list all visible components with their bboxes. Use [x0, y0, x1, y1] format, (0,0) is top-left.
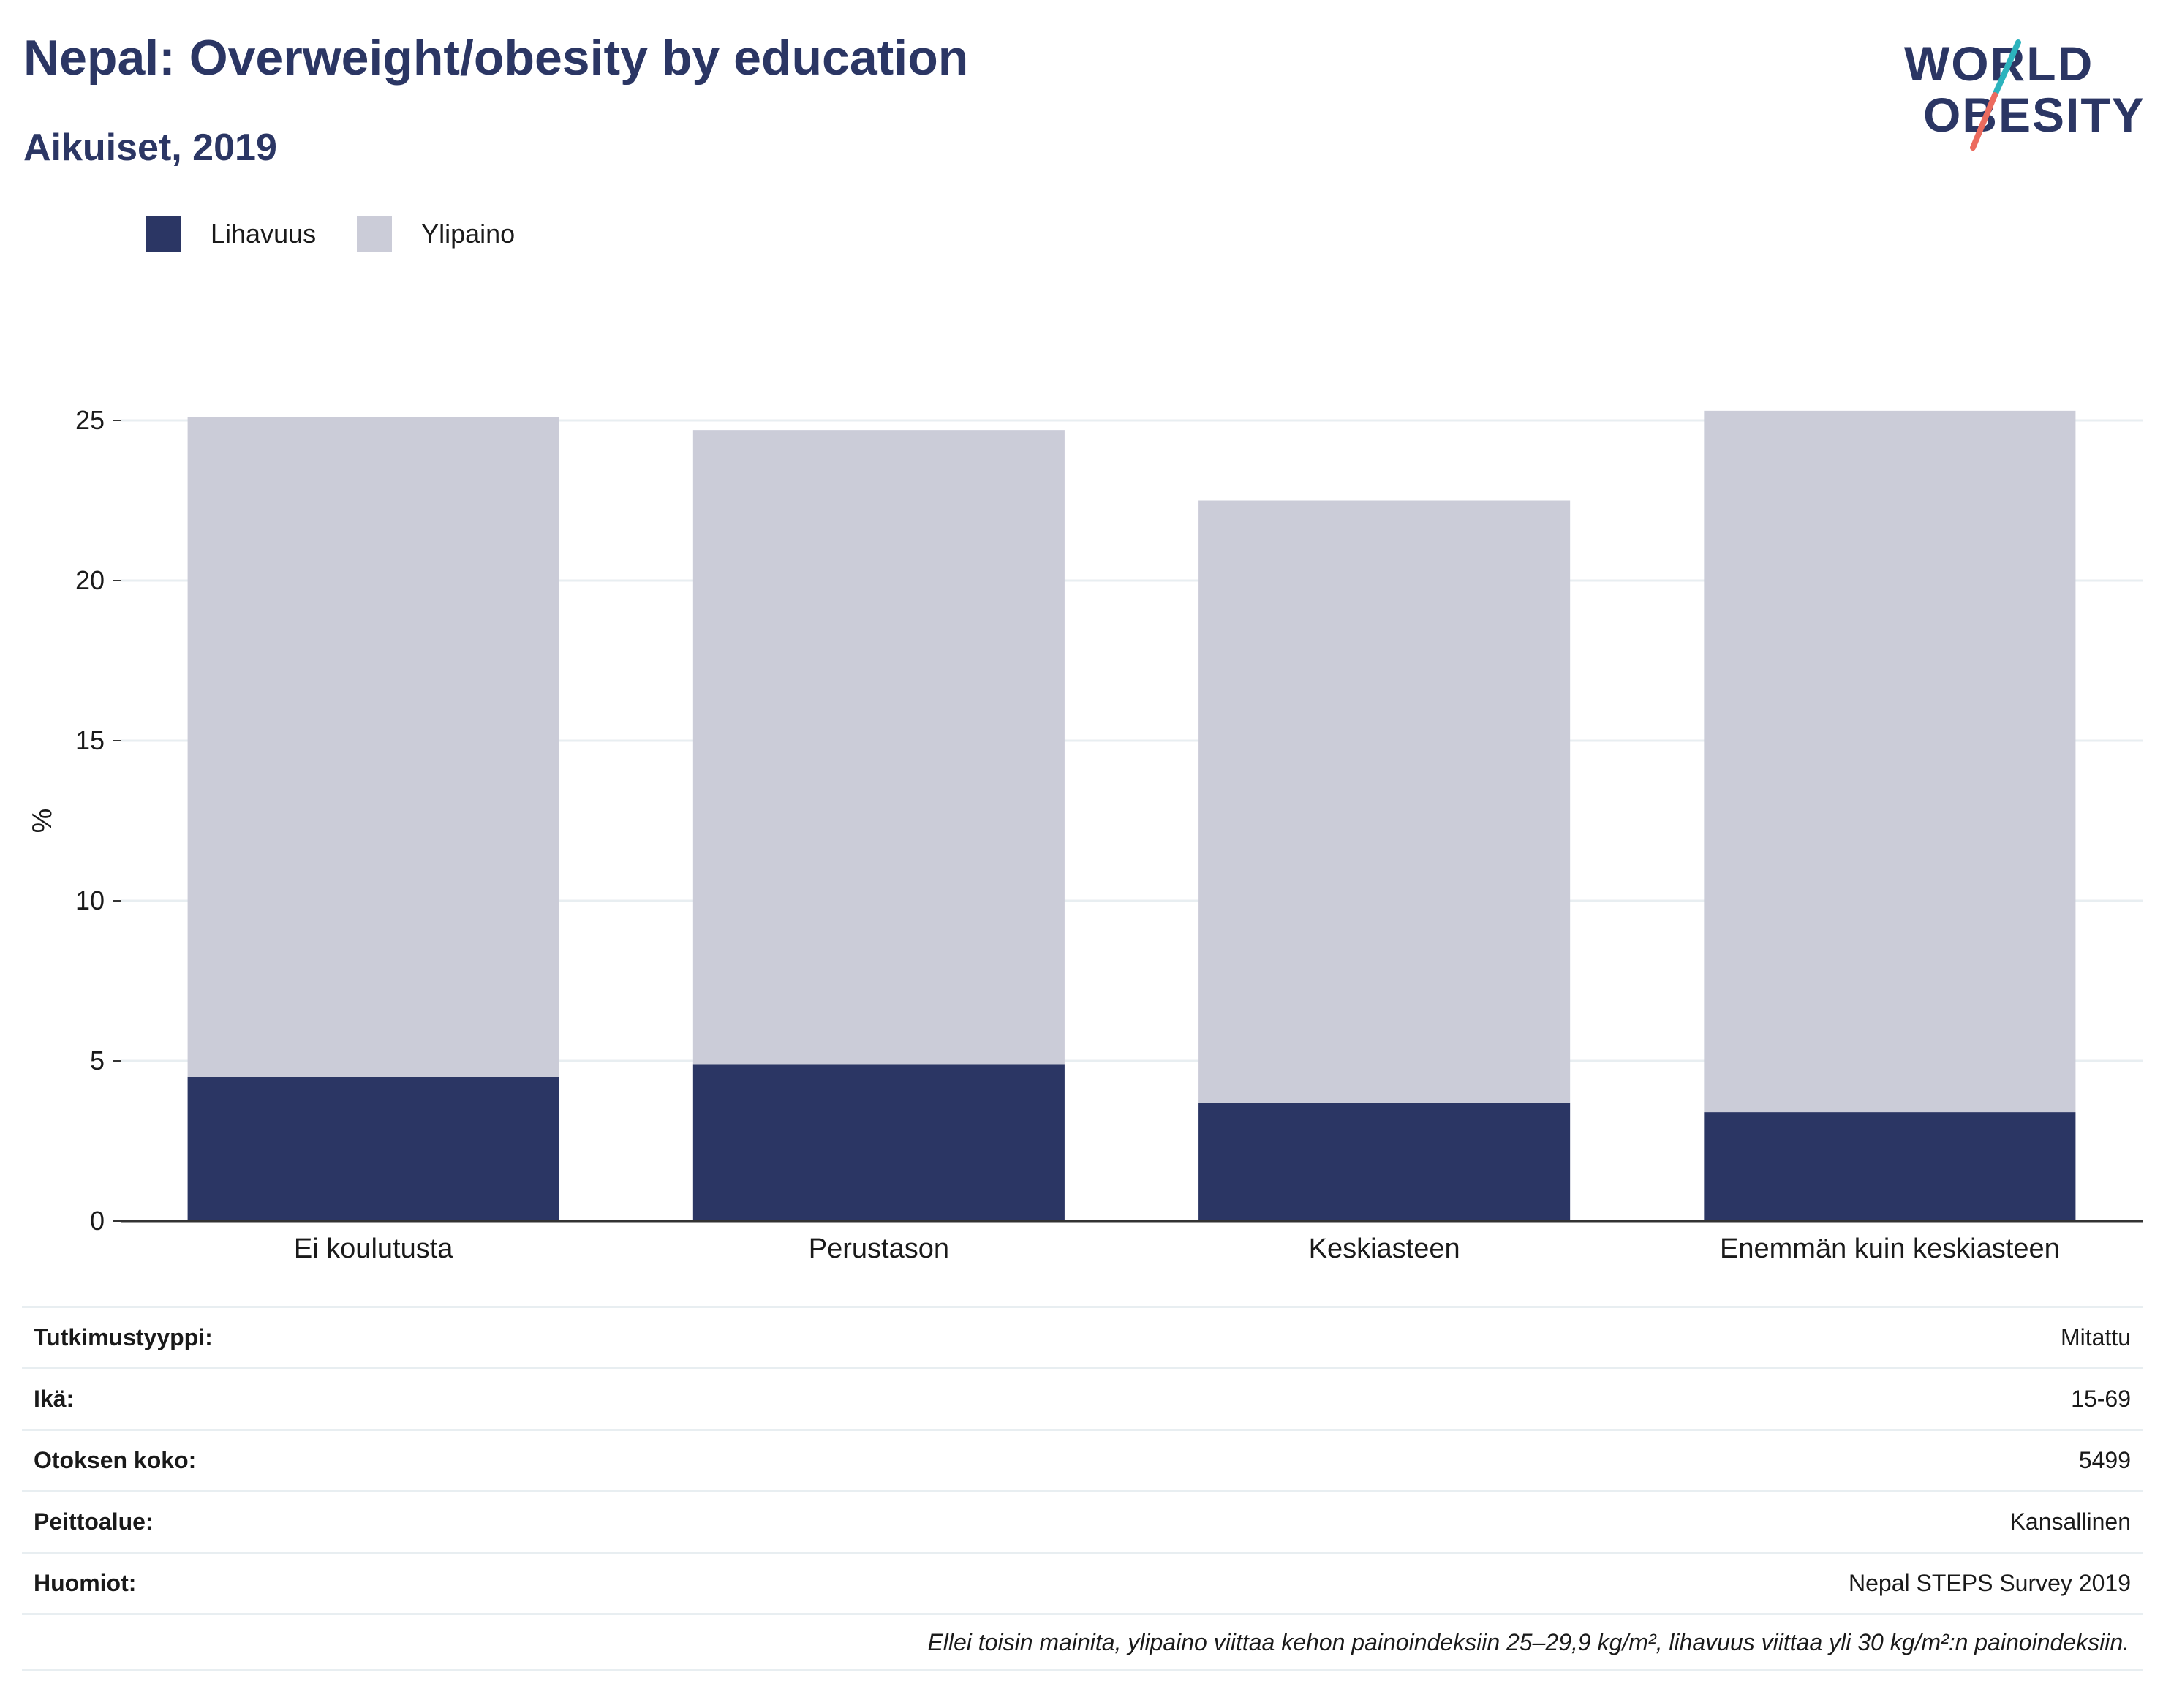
- bar-chart: 0 5 10 15 20 25% Ei koulutusta Perustason Keskia…: [27, 405, 2143, 1264]
- x-tick-label: Enemmän kuin keskiasteen: [1720, 1233, 2060, 1264]
- world-obesity-logo: WORLD OBESITY: [1904, 37, 2145, 151]
- legend-swatch-overweight: [357, 216, 393, 252]
- info-value: Nepal STEPS Survey 2019: [867, 1552, 2143, 1615]
- chart-subtitle: Aikuiset, 2019: [23, 126, 277, 169]
- info-label: Otoksen koko:: [22, 1429, 867, 1492]
- bar-overweight: [1704, 410, 2076, 1113]
- info-label: Huomiot:: [22, 1552, 867, 1615]
- legend-item-obesity[interactable]: Lihavuus: [146, 216, 316, 252]
- chart-title: Nepal: Overweight/obesity by education: [23, 30, 969, 86]
- y-tick-label: 5: [90, 1046, 105, 1076]
- y-axis-label: %: [27, 809, 58, 834]
- x-tick-label: Keskiasteen: [1309, 1233, 1460, 1264]
- x-tick-label: Perustason: [809, 1233, 949, 1264]
- info-value: 5499: [867, 1429, 2143, 1492]
- legend-label-obesity: Lihavuus: [211, 219, 317, 249]
- footnote-divider: [22, 1669, 2143, 1671]
- info-row: Otoksen koko: 5499: [22, 1429, 2143, 1492]
- y-tick-label: 15: [75, 725, 105, 755]
- legend: Lihavuus Ylipaino: [146, 216, 556, 252]
- legend-swatch-obesity: [146, 216, 181, 252]
- bar-obesity: [187, 1076, 559, 1221]
- info-value: 15-69: [867, 1367, 2143, 1430]
- survey-info-table: Tutkimustyyppi: Mitattu Ikä: 15-69 Otoks…: [22, 1306, 2143, 1615]
- info-value: Kansallinen: [867, 1490, 2143, 1553]
- y-tick-label: 10: [75, 885, 105, 915]
- info-row: Ikä: 15-69: [22, 1367, 2143, 1430]
- info-label: Tutkimustyyppi:: [22, 1306, 867, 1369]
- y-tick-label: 25: [75, 405, 105, 435]
- info-label: Peittoalue:: [22, 1490, 867, 1553]
- logo-text-obesity: OBESITY: [1923, 88, 2145, 142]
- logo-slash-teal: [1992, 39, 2021, 98]
- y-tick-label: 0: [90, 1206, 105, 1236]
- bar-overweight: [1198, 500, 1571, 1103]
- bar-overweight: [187, 417, 559, 1077]
- footnote: Ellei toisin mainita, ylipaino viittaa k…: [927, 1629, 2129, 1655]
- bar-obesity: [692, 1064, 1065, 1221]
- info-row: Tutkimustyyppi: Mitattu: [22, 1306, 2143, 1369]
- y-tick-label: 20: [75, 565, 105, 595]
- info-row: Huomiot: Nepal STEPS Survey 2019: [22, 1552, 2143, 1615]
- bar-obesity: [1198, 1102, 1571, 1221]
- bar-obesity: [1704, 1112, 2076, 1221]
- legend-label-overweight: Ylipaino: [421, 219, 516, 249]
- info-row: Peittoalue: Kansallinen: [22, 1490, 2143, 1553]
- info-label: Ikä:: [22, 1367, 867, 1430]
- bar-overweight: [692, 430, 1065, 1065]
- x-tick-label: Ei koulutusta: [294, 1233, 453, 1264]
- info-value: Mitattu: [867, 1306, 2143, 1369]
- legend-item-overweight[interactable]: Ylipaino: [357, 216, 515, 252]
- logo-slash-coral: [1970, 92, 1998, 151]
